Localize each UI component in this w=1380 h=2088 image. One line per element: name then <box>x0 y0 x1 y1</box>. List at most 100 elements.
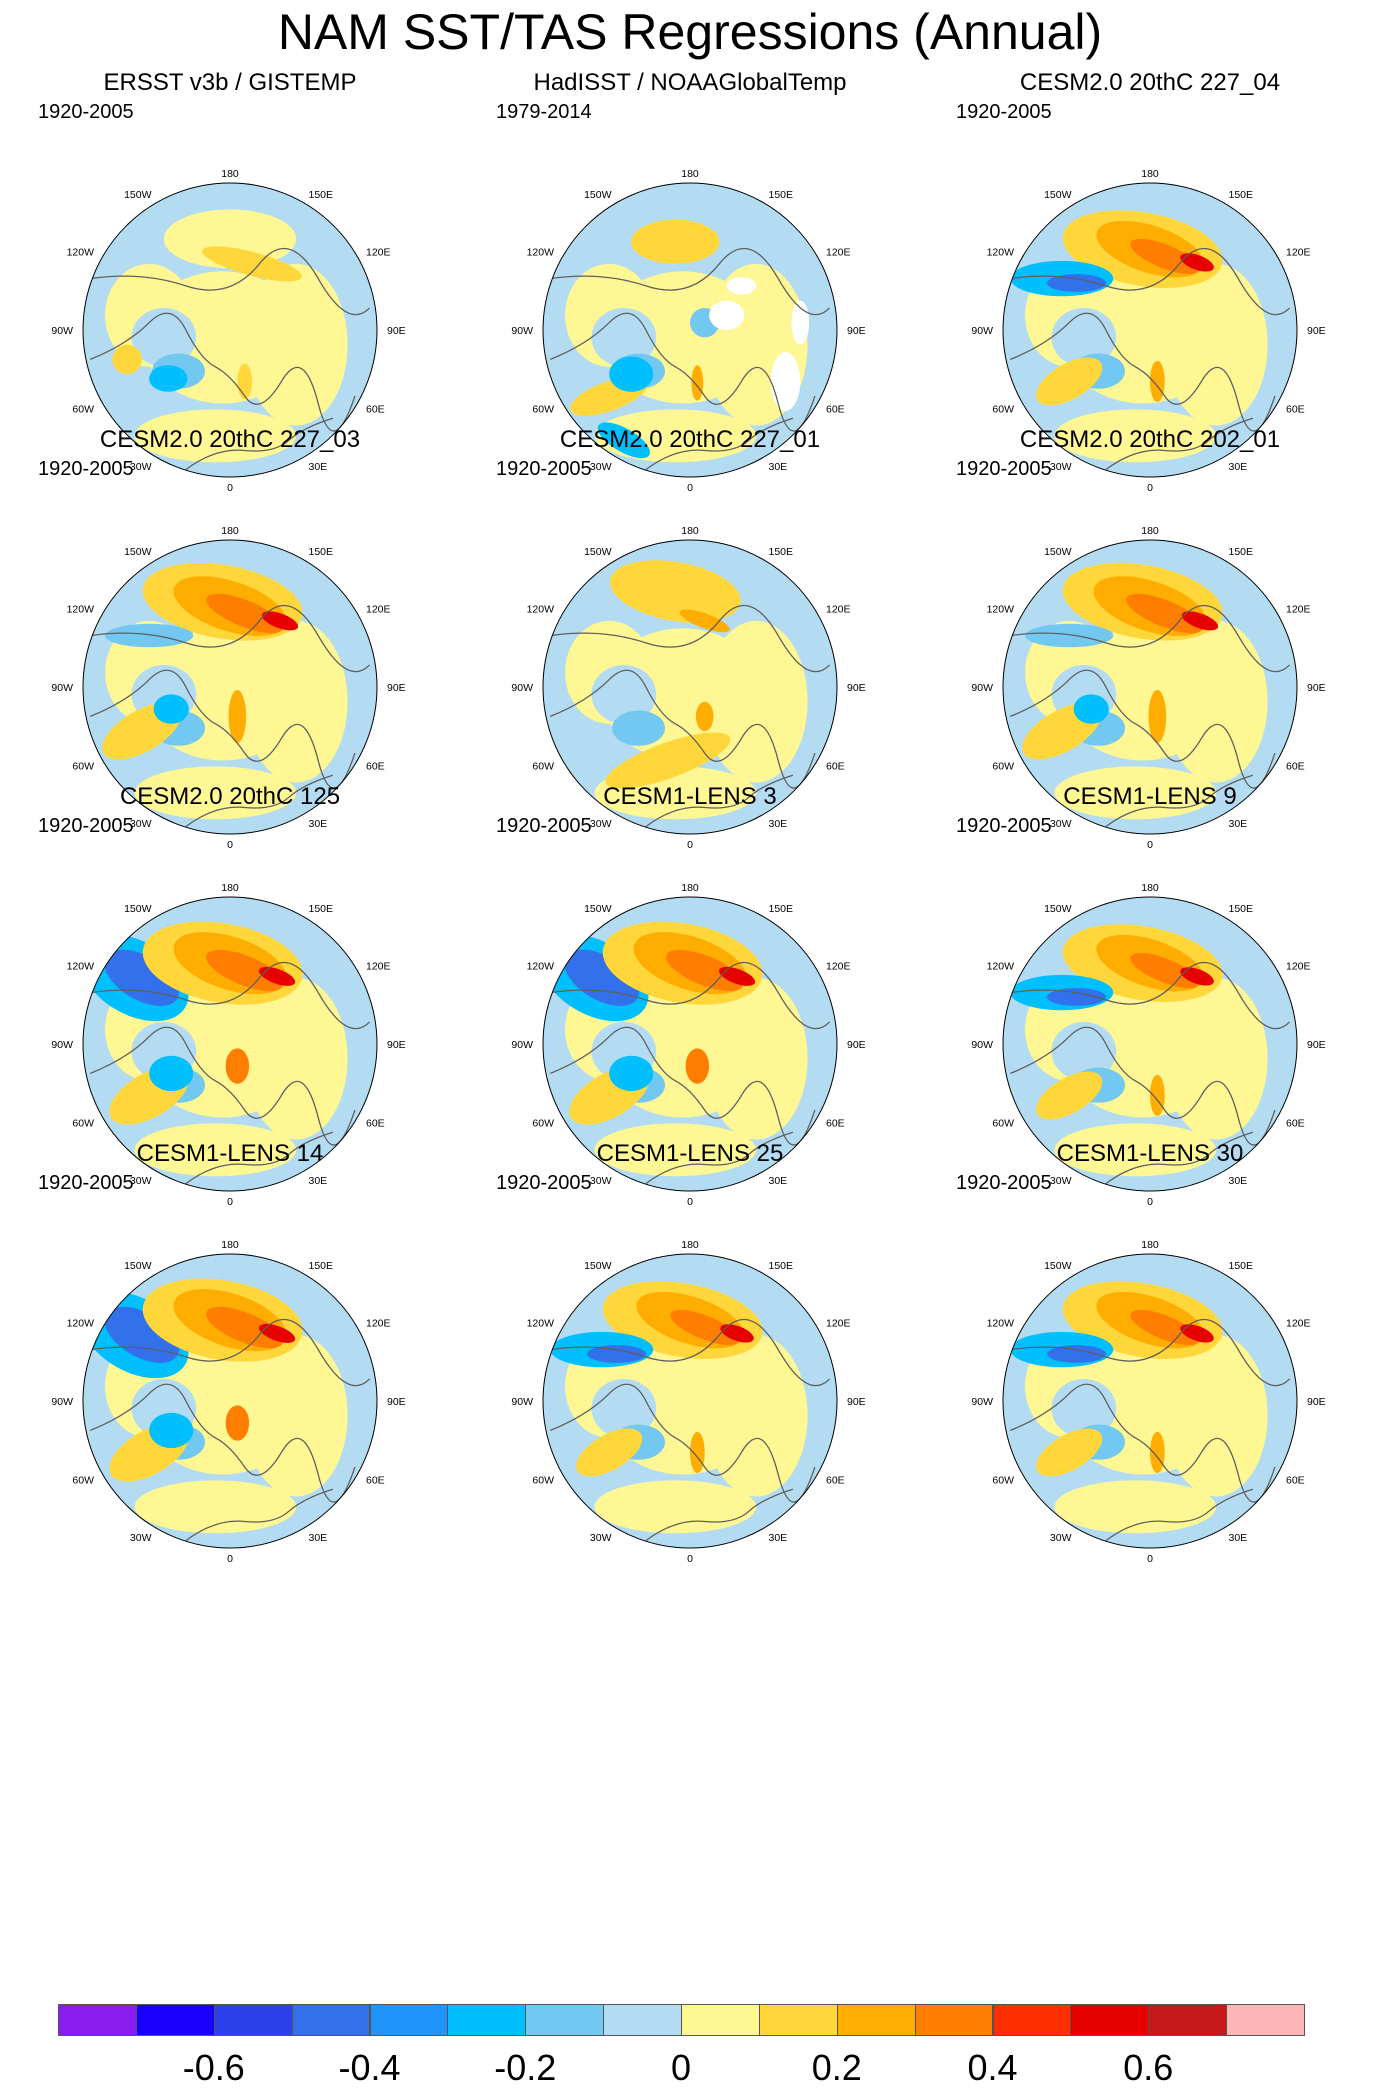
longitude-label: 90W <box>51 1396 73 1408</box>
longitude-label: 30W <box>590 1175 612 1187</box>
anomaly-contour <box>261 611 299 631</box>
panel-title: ERSST v3b / GISTEMP <box>103 69 357 96</box>
colorbar-label: 0.6 <box>1123 2047 1174 2088</box>
longitude-label: 60E <box>1286 761 1305 773</box>
map-border <box>82 1253 378 1549</box>
map-border <box>82 896 378 1192</box>
longitude-label: 90W <box>51 1039 73 1051</box>
longitude-label: 150W <box>1044 189 1072 201</box>
anomaly-contour <box>131 307 197 367</box>
longitude-label: 30W <box>1050 1532 1072 1544</box>
longitude-label: 90W <box>511 682 533 694</box>
longitude-label: 60W <box>992 761 1014 773</box>
longitude-label: 120E <box>1286 1318 1311 1330</box>
anomaly-contour <box>1130 238 1200 275</box>
longitude-label: 90E <box>1307 325 1326 337</box>
polar-map: 180 150E 120E 90E 60E 30E 0 30W 60W 90W 120W 150W <box>971 1239 1326 1565</box>
longitude-label: 30E <box>769 818 788 830</box>
longitude-label: 150E <box>769 903 794 915</box>
polar-map: 180 150E 120E 90E 60E 30E 0 30W 60W 90W 120W 150W <box>51 525 405 851</box>
longitude-label: 150E <box>309 903 334 915</box>
map-border <box>82 539 378 835</box>
anomaly-contour <box>612 710 666 746</box>
longitude-label: 150E <box>309 189 334 201</box>
anomaly-contour <box>1148 689 1167 743</box>
longitude-label: 120W <box>527 247 555 259</box>
anomaly-contour <box>1130 1309 1200 1346</box>
longitude-label: 150W <box>584 546 612 558</box>
anomaly-contour <box>591 1378 657 1438</box>
longitude-label: 30W <box>1050 1175 1072 1187</box>
longitude-label: 90E <box>1307 1396 1326 1408</box>
colorbar-swatch <box>135 2004 215 2036</box>
anomaly-contour <box>1054 1123 1217 1177</box>
map-field <box>83 183 377 477</box>
coastline <box>1010 961 1291 1185</box>
longitude-label: 60E <box>1286 1475 1305 1487</box>
longitude-label: 90W <box>971 325 993 337</box>
longitude-label: 30W <box>130 1175 152 1187</box>
longitude-label: 120W <box>527 961 555 973</box>
anomaly-contour <box>609 560 741 623</box>
panel-title: HadISST / NOAAGlobalTemp <box>533 69 847 96</box>
longitude-label: 30E <box>1229 818 1248 830</box>
longitude-label: 30W <box>130 461 152 473</box>
colorbar-swatch <box>58 2004 137 2036</box>
map-panel: CESM1-LENS 25 1920-2005 180 150E 120E 90E 60E 3… <box>460 1139 920 1614</box>
longitude-label: 150E <box>769 189 794 201</box>
longitude-label: 60W <box>992 1118 1014 1130</box>
longitude-label: 60W <box>72 761 94 773</box>
colorbar-label: 0 <box>670 2047 692 2088</box>
longitude-label: 90E <box>387 1039 406 1051</box>
longitude-label: 90E <box>847 1039 866 1051</box>
anomaly-contour <box>206 593 284 634</box>
longitude-label: 120E <box>366 604 391 616</box>
longitude-label: 150W <box>124 189 152 201</box>
anomaly-contour <box>1164 263 1268 426</box>
longitude-label: 180 <box>681 168 699 180</box>
anomaly-contour <box>594 1123 757 1177</box>
longitude-label: 120E <box>366 1318 391 1330</box>
panel-title: CESM1-LENS 9 <box>1063 783 1237 810</box>
polar-map: 180 150E 120E 90E 60E 30E 0 30W 60W 90W 120W 150W <box>51 168 405 494</box>
longitude-label: 0 <box>1147 1553 1153 1565</box>
anomaly-contour <box>666 949 744 992</box>
longitude-label: 120E <box>1286 961 1311 973</box>
longitude-label: 180 <box>1141 168 1159 180</box>
anomaly-contour <box>228 689 247 743</box>
anomaly-contour <box>1164 1334 1268 1497</box>
panel-title: CESM2.0 20thC 227_04 <box>1019 69 1281 96</box>
longitude-label: 30E <box>1229 1532 1248 1544</box>
anomaly-contour <box>149 1412 194 1449</box>
longitude-label: 30W <box>590 461 612 473</box>
longitude-label: 150W <box>584 903 612 915</box>
longitude-label: 120E <box>826 604 851 616</box>
colorbar-label: -0.6 <box>182 2047 245 2088</box>
map-panel: ERSST v3b / GISTEMP 1920-2005 180 150E 120E 9… <box>0 68 460 543</box>
colorbar-label: -0.2 <box>494 2047 557 2088</box>
panel-period: 1920-2005 <box>38 101 134 123</box>
anomaly-contour <box>704 620 808 783</box>
panel-title: CESM1-LENS 25 <box>596 1140 784 1167</box>
anomaly-contour <box>670 1309 740 1346</box>
map-border <box>542 1253 838 1549</box>
polar-map: 180 150E 120E 90E 60E 30E 0 30W 60W 90W 120W 150W <box>511 525 865 851</box>
colorbar-swatch <box>291 2004 371 2036</box>
longitude-label: 120W <box>527 604 555 616</box>
anomaly-contour <box>244 977 348 1140</box>
longitude-label: 150W <box>584 1260 612 1272</box>
polar-map: 180 150E 120E 90E 60E 30E 0 30W 60W 90W 120W 150W <box>971 882 1325 1208</box>
anomaly-contour <box>1181 611 1219 631</box>
map-border <box>542 896 838 1192</box>
colorbar-swatch <box>1226 2004 1305 2036</box>
map-border <box>1002 1253 1298 1549</box>
anomaly-contour <box>1047 1345 1106 1363</box>
anomaly-contour <box>134 1123 297 1177</box>
anomaly-contour <box>1025 623 1114 648</box>
map-panel: HadISST / NOAAGlobalTemp 1979-2014 180 150E… <box>460 68 920 543</box>
map-border <box>1002 539 1298 835</box>
longitude-label: 180 <box>221 168 239 180</box>
longitude-label: 60W <box>532 1475 554 1487</box>
longitude-label: 30W <box>130 818 152 830</box>
anomaly-contour <box>591 307 657 367</box>
